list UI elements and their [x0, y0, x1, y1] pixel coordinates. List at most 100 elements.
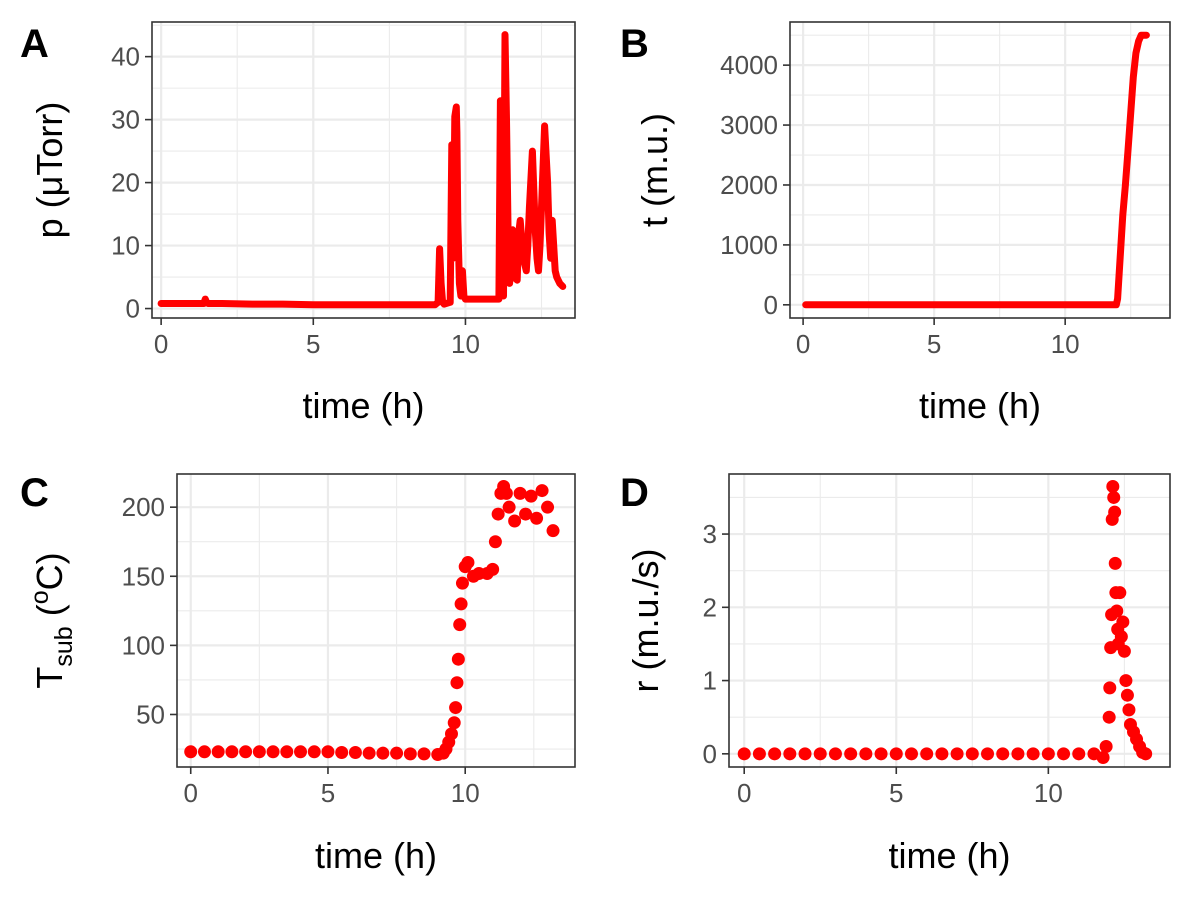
data-point [390, 746, 404, 760]
panel-letter-c: C [20, 471, 49, 515]
data-point [1117, 644, 1131, 658]
x-tick-label: 10 [1034, 778, 1063, 808]
x-axis-title: time (h) [888, 835, 1010, 876]
data-point [1103, 681, 1117, 695]
y-tick-label: 2 [703, 592, 717, 622]
data-point [874, 747, 888, 761]
y-tick-label: 2000 [720, 170, 778, 200]
y-tick-label: 0 [703, 739, 717, 769]
x-tick-label: 10 [1051, 329, 1080, 359]
y-tick-label: 50 [136, 699, 165, 729]
y-tick-label: 10 [111, 231, 140, 261]
data-point [225, 745, 239, 759]
data-point [828, 747, 842, 761]
data-point [307, 745, 321, 759]
y-tick-label: 200 [122, 492, 165, 522]
y-tick-label: 150 [122, 561, 165, 591]
data-point [461, 555, 475, 569]
data-point [752, 747, 766, 761]
data-point [1011, 747, 1025, 761]
data-point [451, 652, 465, 666]
data-point [348, 745, 362, 759]
data-point [813, 747, 827, 761]
data-point [294, 745, 308, 759]
data-point [935, 747, 949, 761]
y-tick-label: 4000 [720, 50, 778, 80]
data-point [449, 701, 463, 715]
data-point [211, 745, 225, 759]
y-tick-label: 3000 [720, 110, 778, 140]
data-point [519, 507, 533, 521]
data-point [1108, 505, 1122, 519]
y-axis-title: t (m.u.) [634, 113, 675, 227]
data-point [362, 746, 376, 760]
y-tick-label: 1000 [720, 230, 778, 260]
y-tick-label: 0 [764, 290, 778, 320]
panel-border [789, 21, 1171, 319]
data-point [965, 747, 979, 761]
data-point [335, 745, 349, 759]
x-tick-label: 5 [321, 778, 335, 808]
data-point [1026, 747, 1040, 761]
data-point [1114, 630, 1128, 644]
x-tick-label: 10 [451, 329, 480, 359]
data-point [1041, 747, 1055, 761]
data-point [403, 747, 417, 761]
data-point [783, 747, 797, 761]
panel-border [176, 473, 576, 768]
y-tick-label: 40 [111, 42, 140, 72]
panel-letter-b: B [620, 22, 649, 66]
data-point [996, 747, 1010, 761]
data-point [491, 507, 505, 521]
x-tick-label: 0 [154, 329, 168, 359]
x-axis-title: time (h) [919, 385, 1041, 426]
panel-border [151, 21, 576, 319]
data-point [376, 746, 390, 760]
y-tick-label: 30 [111, 105, 140, 135]
y-tick-label: 3 [703, 519, 717, 549]
x-tick-label: 5 [306, 329, 320, 359]
x-tick-label: 0 [737, 778, 751, 808]
panel-b: B 0 5 10 0 1000 2000 3000 4000 time (h) t (m.u.) [620, 21, 1171, 426]
data-point [252, 745, 266, 759]
data-point [447, 716, 461, 730]
data-point [417, 747, 431, 761]
data-point [450, 676, 464, 690]
data-point [950, 747, 964, 761]
data-point [454, 597, 468, 611]
data-point [844, 747, 858, 761]
series-line [157, 31, 567, 309]
data-point [197, 745, 211, 759]
data-point [546, 524, 560, 538]
data-point [1116, 615, 1130, 629]
data-point [488, 535, 502, 549]
y-tick-label: 100 [122, 630, 165, 660]
data-point [1099, 739, 1113, 753]
data-point [513, 486, 527, 500]
data-point [321, 745, 335, 759]
panel-letter-a: A [20, 22, 49, 66]
x-axis-title: time (h) [315, 835, 437, 876]
data-point [535, 484, 549, 498]
panel-c: C 0 5 10 50 100 150 200 time (h) Tsub (oC) [20, 471, 576, 876]
data-point [1119, 674, 1133, 688]
data-point [280, 745, 294, 759]
data-point [1107, 490, 1121, 504]
data-point [455, 576, 469, 590]
y-tick-label: 1 [703, 666, 717, 696]
data-point [889, 747, 903, 761]
data-point [502, 500, 516, 514]
data-point [798, 747, 812, 761]
data-point [1096, 750, 1110, 764]
data-point [1102, 710, 1116, 724]
data-point [1113, 586, 1127, 600]
data-point [266, 745, 280, 759]
y-tick-label: 0 [126, 294, 140, 324]
x-tick-label: 10 [451, 778, 480, 808]
data-point [1072, 747, 1086, 761]
data-point [904, 747, 918, 761]
data-point [1106, 479, 1120, 493]
y-tick-label: 20 [111, 168, 140, 198]
data-point [1139, 747, 1153, 761]
